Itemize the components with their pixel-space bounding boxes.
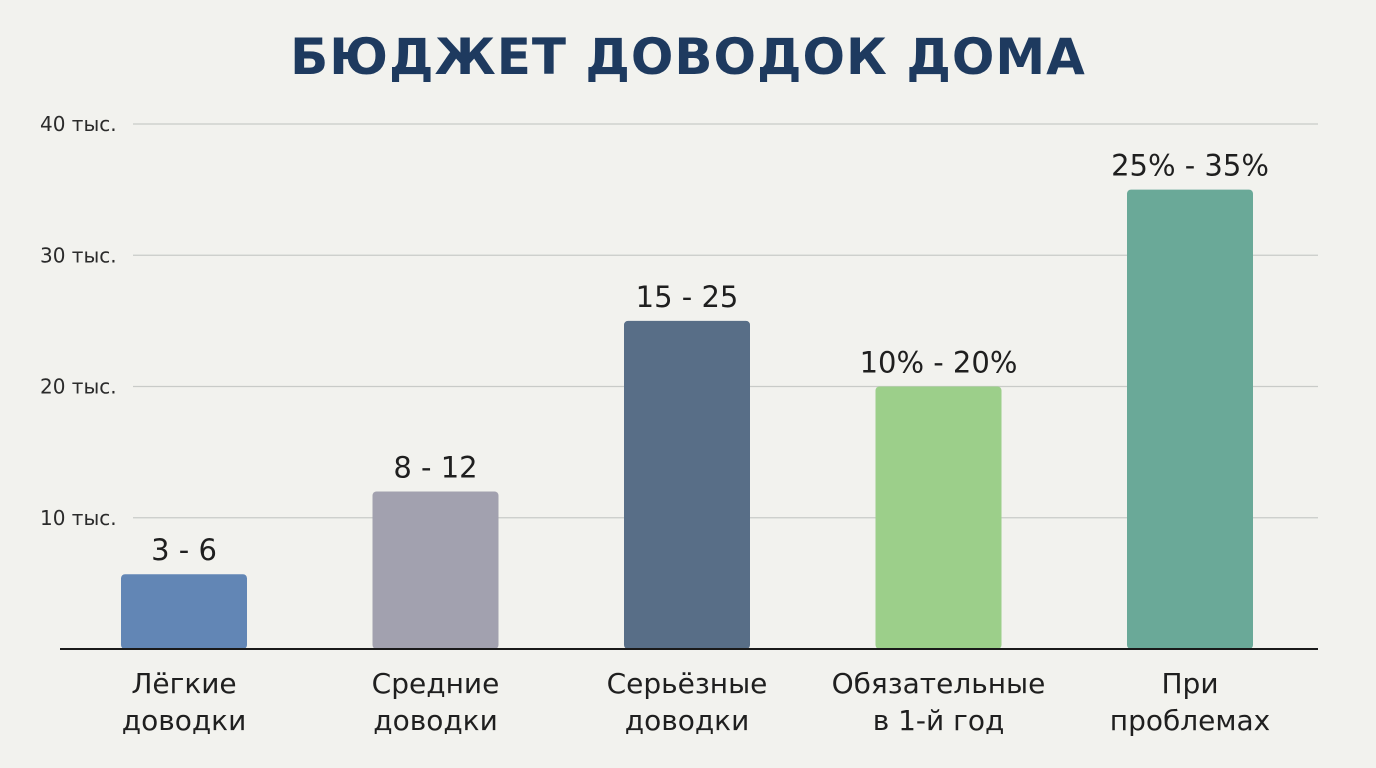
y-tick-label-0: 10 тыс. bbox=[40, 506, 117, 530]
x-category-label-0-line-1: доводки bbox=[122, 704, 247, 737]
x-category-label-1-line-0: Средние bbox=[372, 667, 500, 700]
chart-title: БЮДЖЕТ ДОВОДОК ДОМА bbox=[290, 28, 1086, 86]
data-label-4: 25% - 35% bbox=[1111, 149, 1269, 183]
y-tick-label-2: 30 тыс. bbox=[40, 243, 117, 267]
y-tick-label-1: 20 тыс. bbox=[40, 375, 117, 399]
x-category-label-4-line-0: При bbox=[1161, 667, 1218, 700]
x-category-label-1-line-1: доводки bbox=[373, 704, 498, 737]
x-category-label-0-line-0: Лёгкие bbox=[131, 667, 236, 700]
bar-2 bbox=[624, 320, 750, 649]
bar-4 bbox=[1127, 189, 1253, 649]
bar-0 bbox=[121, 574, 247, 649]
data-label-2: 15 - 25 bbox=[636, 280, 739, 314]
data-label-1: 8 - 12 bbox=[393, 451, 477, 485]
data-label-0: 3 - 6 bbox=[151, 533, 217, 567]
x-category-label-4-line-1: проблемах bbox=[1110, 704, 1270, 737]
x-category-label-3-line-1: в 1-й год bbox=[873, 704, 1005, 737]
x-category-label-2-line-1: доводки bbox=[625, 704, 750, 737]
data-label-3: 10% - 20% bbox=[860, 346, 1018, 380]
y-tick-label-3: 40 тыс. bbox=[40, 112, 117, 136]
x-category-label-3-line-0: Обязательные bbox=[832, 667, 1046, 700]
x-category-label-2-line-0: Серьёзные bbox=[607, 667, 768, 700]
bar-1 bbox=[372, 491, 499, 649]
bar-3 bbox=[875, 386, 1002, 649]
